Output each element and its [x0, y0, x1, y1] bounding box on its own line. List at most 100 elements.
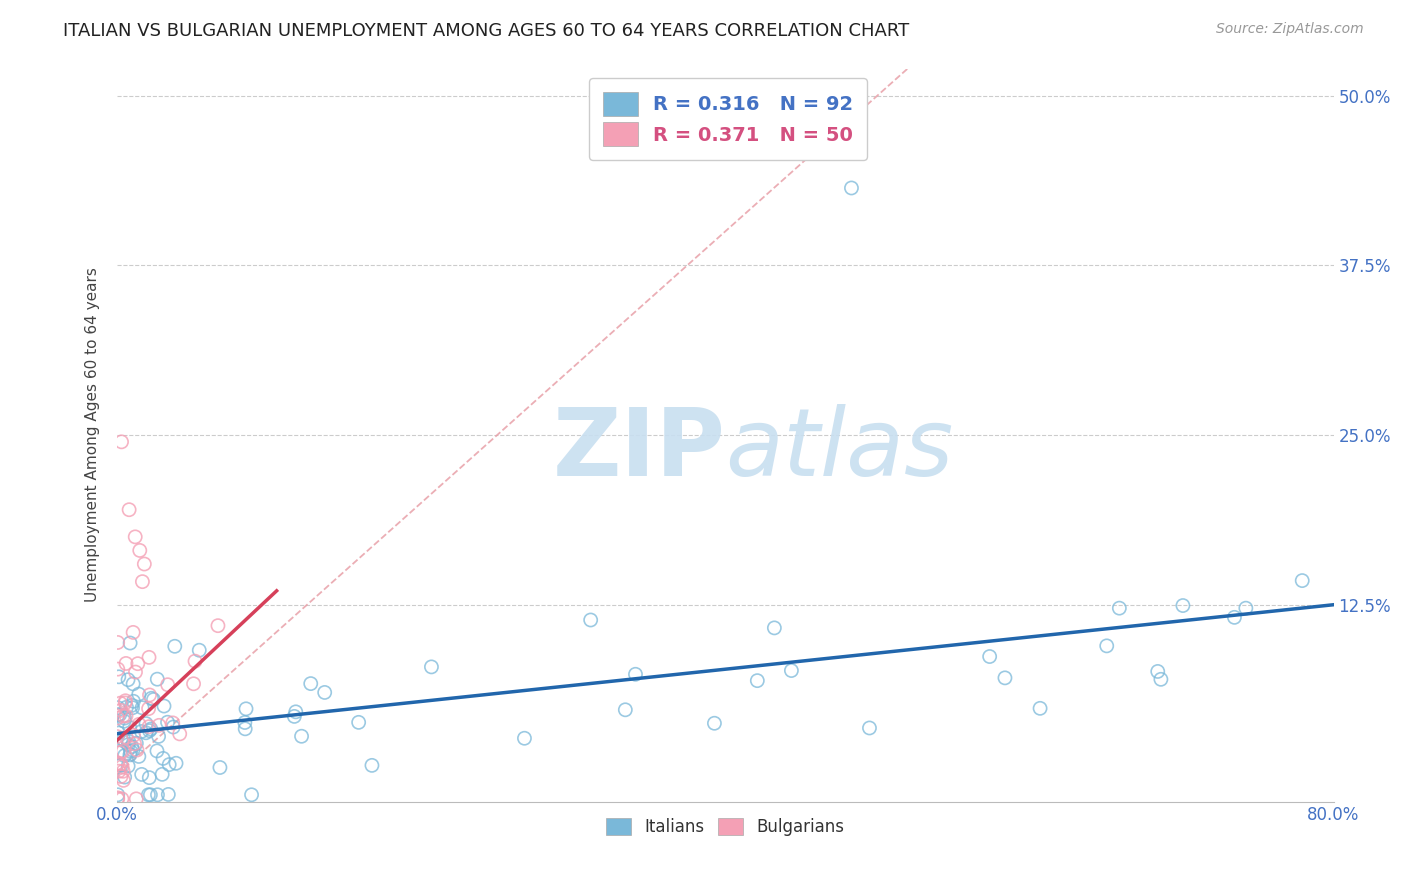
Point: [141, 691, 163, 706]
Text: ITALIAN VS BULGARIAN UNEMPLOYMENT AMONG AGES 60 TO 64 YEARS CORRELATION CHART: ITALIAN VS BULGARIAN UNEMPLOYMENT AMONG …: [63, 22, 910, 40]
Point: [513, 731, 536, 746]
Point: [138, 788, 160, 802]
Point: [135, 716, 157, 731]
Point: [131, 574, 153, 589]
Point: [112, 709, 135, 723]
Point: [148, 730, 170, 744]
Point: [763, 621, 786, 635]
Point: [118, 502, 141, 516]
Point: [624, 667, 647, 681]
Point: [122, 625, 145, 640]
Point: [114, 696, 136, 710]
Point: [207, 618, 229, 632]
Point: [121, 698, 143, 713]
Text: atlas: atlas: [725, 404, 953, 495]
Point: [118, 747, 141, 762]
Point: [184, 654, 207, 668]
Point: [780, 664, 803, 678]
Point: [120, 744, 142, 758]
Point: [131, 700, 153, 714]
Point: [579, 613, 602, 627]
Point: [157, 788, 180, 802]
Point: [122, 694, 145, 708]
Point: [122, 728, 145, 742]
Point: [138, 720, 160, 734]
Point: [146, 672, 169, 686]
Point: [107, 711, 129, 725]
Text: ZIP: ZIP: [553, 404, 725, 496]
Point: [107, 662, 129, 676]
Point: [128, 543, 150, 558]
Point: [240, 788, 263, 802]
Point: [290, 729, 312, 743]
Point: [156, 678, 179, 692]
Point: [110, 770, 132, 784]
Point: [108, 707, 131, 722]
Point: [107, 726, 129, 740]
Point: [107, 790, 129, 805]
Point: [110, 756, 132, 771]
Point: [235, 702, 257, 716]
Point: [153, 699, 176, 714]
Point: [1171, 599, 1194, 613]
Point: [114, 748, 136, 763]
Point: [314, 685, 336, 699]
Point: [131, 767, 153, 781]
Point: [107, 708, 129, 723]
Point: [118, 720, 141, 734]
Point: [858, 721, 880, 735]
Point: [115, 709, 138, 723]
Point: [117, 738, 139, 752]
Point: [108, 764, 131, 779]
Point: [1150, 673, 1173, 687]
Point: [107, 635, 129, 649]
Point: [128, 717, 150, 731]
Point: [125, 736, 148, 750]
Point: [233, 722, 256, 736]
Y-axis label: Unemployment Among Ages 60 to 64 years: Unemployment Among Ages 60 to 64 years: [86, 268, 100, 602]
Point: [169, 727, 191, 741]
Legend: Italians, Bulgarians: Italians, Bulgarians: [598, 810, 852, 845]
Point: [284, 705, 307, 719]
Point: [361, 758, 384, 772]
Point: [188, 643, 211, 657]
Point: [146, 744, 169, 758]
Point: [112, 732, 135, 747]
Point: [118, 734, 141, 748]
Point: [107, 792, 129, 806]
Point: [156, 715, 179, 730]
Point: [120, 636, 142, 650]
Point: [614, 703, 637, 717]
Point: [1029, 701, 1052, 715]
Point: [347, 715, 370, 730]
Point: [163, 640, 186, 654]
Point: [108, 746, 131, 760]
Point: [110, 434, 132, 449]
Point: [108, 670, 131, 684]
Point: [1291, 574, 1313, 588]
Point: [139, 788, 162, 802]
Point: [105, 730, 128, 744]
Text: Source: ZipAtlas.com: Source: ZipAtlas.com: [1216, 22, 1364, 37]
Point: [1223, 610, 1246, 624]
Point: [124, 737, 146, 751]
Point: [994, 671, 1017, 685]
Point: [146, 788, 169, 802]
Point: [139, 722, 162, 736]
Point: [114, 694, 136, 708]
Point: [233, 715, 256, 730]
Point: [105, 756, 128, 770]
Point: [110, 731, 132, 746]
Point: [124, 665, 146, 679]
Point: [165, 756, 187, 771]
Point: [299, 676, 322, 690]
Point: [124, 530, 146, 544]
Point: [703, 716, 725, 731]
Point: [128, 749, 150, 764]
Point: [107, 700, 129, 714]
Point: [107, 746, 129, 760]
Point: [135, 726, 157, 740]
Point: [107, 756, 129, 771]
Point: [1095, 639, 1118, 653]
Point: [152, 751, 174, 765]
